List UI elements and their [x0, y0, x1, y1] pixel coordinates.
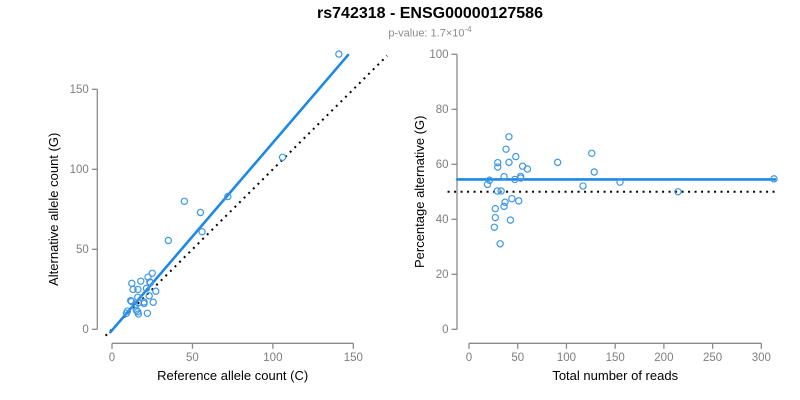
left-data-point	[145, 292, 153, 300]
right-y-tick-label: 100	[429, 49, 448, 61]
right-data-point	[506, 216, 515, 224]
left-data-point	[196, 208, 205, 217]
right-y-axis-title: Percentage alternative (G)	[412, 116, 427, 268]
right-data-point	[588, 149, 596, 157]
right-data-point	[490, 223, 499, 231]
left-y-tick-label: 50	[76, 244, 89, 256]
left-x-tick-label: 150	[344, 352, 363, 364]
left-data-point	[224, 192, 232, 201]
right-data-point	[770, 175, 778, 183]
left-reference-line	[104, 54, 388, 337]
left-data-point	[149, 298, 157, 306]
right-x-tick-label: 50	[511, 352, 524, 364]
left-x-tick-label: 50	[186, 352, 199, 364]
right-data-point	[496, 240, 504, 248]
left-data-point	[123, 307, 132, 315]
right-data-point	[505, 158, 513, 167]
right-data-point	[505, 133, 513, 141]
right-data-point	[483, 180, 492, 189]
left-data-point	[128, 279, 136, 288]
right-data-point	[508, 194, 516, 203]
p-value-exponent: -4	[464, 25, 472, 34]
left-data-point	[132, 306, 140, 314]
left-data-point	[142, 284, 151, 293]
left-data-point	[140, 299, 148, 308]
left-y-tick-label: 150	[70, 84, 89, 96]
left-data-point	[152, 287, 160, 295]
right-x-tick-label: 300	[752, 352, 771, 364]
right-data-point	[590, 168, 598, 176]
right-x-tick-label: 200	[654, 352, 673, 364]
left-data-point	[198, 227, 206, 236]
left-y-tick-label: 100	[70, 164, 89, 176]
right-data-point	[500, 202, 508, 211]
right-y-tick-label: 0	[442, 324, 448, 336]
left-data-point	[148, 269, 156, 277]
p-value-text: p-value: 1.7×10	[388, 27, 465, 40]
right-data-point	[514, 197, 523, 205]
right-data-point	[523, 165, 532, 173]
right-data-point	[511, 175, 519, 184]
right-data-point	[485, 176, 494, 184]
left-data-point	[143, 309, 152, 317]
right-data-point	[502, 145, 510, 153]
right-y-tick-label: 40	[436, 214, 449, 226]
left-data-point	[126, 296, 135, 305]
left-data-point	[164, 236, 173, 245]
right-data-point	[494, 163, 502, 171]
right-data-point	[674, 188, 682, 196]
right-data-point	[512, 152, 520, 161]
right-y-tick-label: 80	[436, 104, 449, 116]
left-data-point	[134, 293, 142, 301]
right-x-tick-label: 250	[703, 352, 722, 364]
left-x-tick-label: 100	[263, 352, 282, 364]
right-data-point	[579, 182, 587, 190]
right-data-point	[494, 158, 502, 167]
right-data-point	[497, 187, 505, 195]
left-y-tick-label: 0	[82, 324, 88, 336]
page-title: rs742318 - ENSG00000127586	[317, 5, 543, 22]
left-data-point	[335, 50, 343, 58]
right-data-point	[553, 158, 562, 167]
right-data-point	[616, 178, 624, 186]
right-y-tick-label: 60	[436, 159, 449, 171]
left-data-point	[278, 153, 287, 161]
right-data-point	[501, 198, 509, 206]
right-data-point	[491, 204, 500, 213]
left-x-axis-title: Reference allele count (C)	[157, 368, 308, 383]
right-x-axis-title: Total number of reads	[552, 368, 678, 383]
left-data-point	[134, 285, 142, 294]
right-data-point	[493, 187, 501, 195]
left-data-point	[127, 297, 136, 306]
p-value-subtitle: p-value: 1.7×10-4	[60, 25, 800, 40]
right-x-tick-label: 100	[557, 352, 576, 364]
right-x-tick-label: 150	[606, 352, 625, 364]
right-x-tick-label: 0	[466, 352, 472, 364]
left-data-point	[146, 278, 155, 287]
left-data-point	[134, 310, 143, 318]
left-data-point	[180, 197, 189, 205]
left-data-point	[129, 285, 137, 294]
left-data-point	[137, 277, 145, 285]
left-y-axis-title: Alternative allele count (G)	[46, 133, 61, 286]
right-y-tick-label: 20	[436, 269, 449, 281]
right-data-point	[491, 213, 500, 222]
right-data-point	[500, 172, 508, 181]
left-x-tick-label: 0	[109, 352, 115, 364]
